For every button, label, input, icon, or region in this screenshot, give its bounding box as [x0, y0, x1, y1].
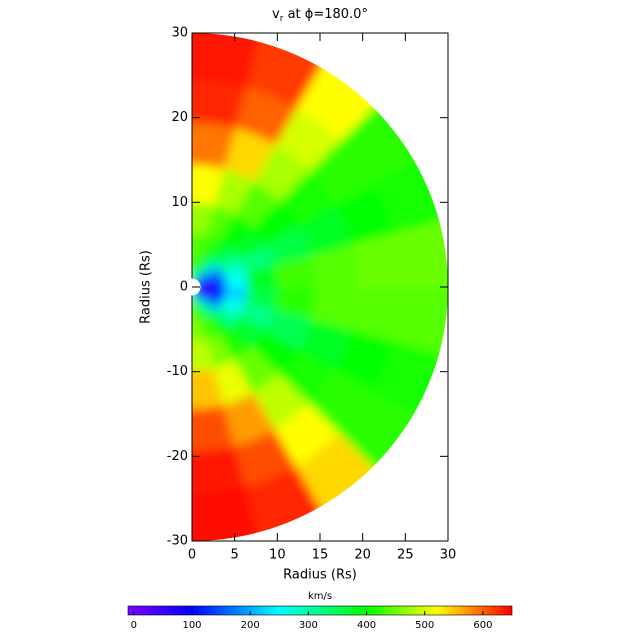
colorbar: [127, 605, 513, 616]
y-tick-label: 0: [180, 280, 188, 295]
field-cell: [192, 79, 247, 129]
x-tick-label: 20: [354, 548, 371, 563]
field-cell: [192, 404, 236, 453]
colorbar-tick-label: 400: [357, 620, 376, 631]
colorbar-tick-label: 500: [415, 620, 434, 631]
colorbar-tick-label: 300: [299, 620, 318, 631]
chart-title: vr at ϕ=180.0°: [272, 7, 368, 24]
y-tick-label: 10: [171, 195, 188, 210]
x-tick-label: 15: [312, 548, 329, 563]
x-tick-label: 5: [231, 548, 239, 563]
colorbar-tick-label: 200: [241, 620, 260, 631]
y-tick-label: 20: [171, 110, 188, 125]
colorbar-label: km/s: [308, 591, 332, 602]
title-text: at ϕ=180.0°: [283, 7, 368, 22]
x-tick-label: 30: [440, 548, 457, 563]
field-cell: [192, 486, 266, 541]
field-cell: [192, 121, 236, 170]
y-axis-label: Radius (Rs): [139, 250, 154, 324]
title-subscript: r: [280, 14, 284, 24]
colorbar-tick-label: 100: [182, 620, 201, 631]
y-tick-label: -30: [167, 534, 188, 549]
x-tick-label: 10: [269, 548, 286, 563]
colorbar-tick-label: 600: [473, 620, 492, 631]
y-tick-label: -10: [167, 364, 188, 379]
x-axis-label: Radius (Rs): [283, 568, 357, 583]
x-tick-label: 25: [397, 548, 414, 563]
title-variable: v: [272, 7, 280, 22]
colorbar-tick-label: 0: [131, 620, 137, 631]
y-tick-label: 30: [171, 26, 188, 41]
y-tick-label: -20: [167, 449, 188, 464]
x-tick-label: 0: [188, 548, 196, 563]
field-cell: [192, 33, 266, 88]
